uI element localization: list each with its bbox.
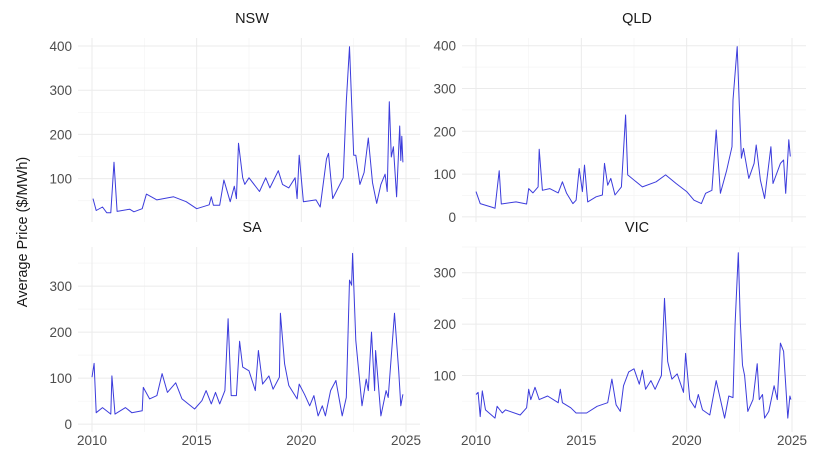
qld-y-tick-label: 100 — [433, 167, 456, 182]
nsw-y-tick-label: 300 — [49, 83, 72, 98]
qld-y-tick-label: 400 — [433, 39, 456, 54]
sa-facet-title: SA — [242, 220, 262, 236]
qld-y-tick-label: 200 — [433, 124, 456, 139]
sa-x-tick-label: 2020 — [286, 433, 316, 448]
vic-facet-title: VIC — [625, 220, 649, 236]
qld-facet-title: QLD — [622, 11, 652, 27]
vic-x-tick-label: 2025 — [777, 433, 807, 448]
sa-price-line — [91, 252, 404, 417]
sa-y-tick-label: 200 — [49, 325, 72, 340]
qld-y-tick-label: 300 — [433, 81, 456, 96]
y-axis-label: Average Price ($/MWh) — [15, 157, 31, 307]
qld-price-line — [475, 46, 791, 209]
sa-y-tick-label: 0 — [64, 417, 72, 432]
sa-y-tick-label: 100 — [49, 371, 72, 386]
qld-y-tick-label: 0 — [448, 210, 456, 225]
nsw-y-tick-label: 400 — [49, 39, 72, 54]
vic-price-line — [475, 252, 792, 419]
nsw-y-tick-label: 100 — [49, 172, 72, 187]
sa-x-tick-label: 2015 — [182, 433, 212, 448]
nsw-y-tick-label: 200 — [49, 127, 72, 142]
sa-y-tick-label: 300 — [49, 279, 72, 294]
sa-x-tick-label: 2010 — [77, 433, 107, 448]
vic-x-tick-label: 2010 — [461, 433, 491, 448]
nsw-price-line — [92, 46, 404, 214]
vic-y-tick-label: 300 — [433, 266, 456, 281]
vic-x-tick-label: 2020 — [672, 433, 702, 448]
vic-y-tick-label: 100 — [433, 368, 456, 383]
sa-x-tick-label: 2025 — [391, 433, 421, 448]
vic-y-tick-label: 200 — [433, 317, 456, 332]
vic-x-tick-label: 2015 — [566, 433, 596, 448]
nsw-facet-title: NSW — [235, 11, 269, 27]
